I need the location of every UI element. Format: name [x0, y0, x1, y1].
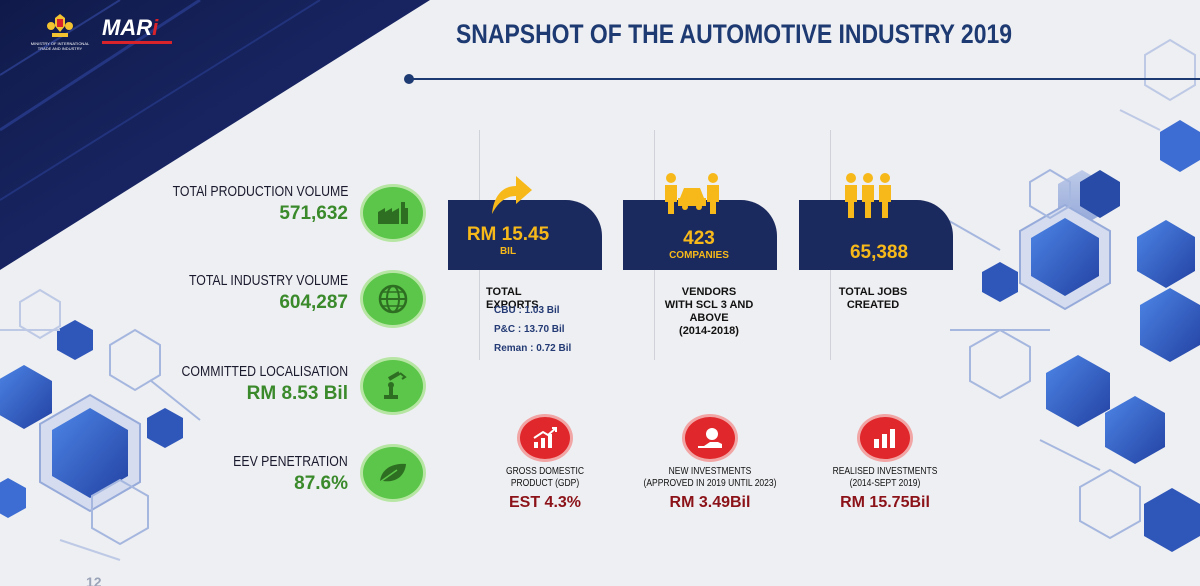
tile-total-exports: RM 15.45 BIL — [448, 200, 603, 270]
lower-caption-realised-investments: REALISED INVESTMENTS (2014-SEPT 2019) — [809, 466, 962, 490]
tile-value: 423 — [683, 228, 715, 249]
stat-eev-penetration: EEV PENETRATION 87.6% — [208, 453, 348, 495]
tile-caption-line: ABOVE — [689, 312, 729, 324]
logo-group: MINISTRY OF INTERNATIONAL TRADE AND INDU… — [30, 12, 190, 60]
stat-label: COMMITTED LOCALISATION — [181, 363, 348, 380]
stat-industry-volume: TOTAL INDUSTRY VOLUME 604,287 — [154, 272, 348, 314]
stat-committed-localisation: COMMITTED LOCALISATION RM 8.53 Bil — [145, 363, 348, 405]
lower-value-gdp: EST 4.3% — [508, 494, 582, 511]
ministry-logo: MINISTRY OF INTERNATIONAL TRADE AND INDU… — [30, 12, 90, 51]
mari-logo-stripe — [102, 41, 172, 44]
stat-production-volume: TOTAl PRODUCTION VOLUME 571,632 — [134, 183, 348, 225]
export-breakdown-reman: Reman : 0.72 Bil — [494, 343, 572, 354]
corner-banner — [0, 0, 430, 270]
bar-chart-icon — [857, 414, 913, 462]
export-breakdown-pc: P&C : 13.70 Bil — [494, 324, 565, 335]
tile-caption-line: (2014-2018) — [679, 325, 739, 337]
stat-label: TOTAL INDUSTRY VOLUME — [188, 272, 348, 289]
tile-shape — [799, 200, 953, 270]
tile-caption-line: TOTAL JOBS — [838, 286, 908, 298]
stat-value: 571,632 — [279, 203, 348, 224]
stat-value: RM 8.53 Bil — [246, 383, 348, 404]
lower-caption-line: GROSS DOMESTIC — [506, 466, 584, 477]
mari-logo: MARi — [102, 16, 172, 44]
stat-value: 604,287 — [279, 292, 348, 313]
money-hand-icon — [682, 414, 738, 462]
lower-caption-line: REALISED INVESTMENTS — [832, 466, 938, 477]
tile-jobs-created: 65,388 — [799, 200, 954, 270]
lower-caption-line: PRODUCT (GDP) — [510, 478, 580, 489]
mari-logo-word: MARi — [102, 15, 159, 40]
tile-caption-line: WITH SCL 3 AND — [664, 299, 754, 311]
robot-arm-icon — [360, 357, 426, 415]
factory-icon — [360, 184, 426, 242]
workers-icon — [845, 173, 891, 218]
tile-shape — [623, 200, 777, 270]
tile-caption-line: CREATED — [846, 299, 900, 311]
tile-caption: TOTAL EXPORTS — [486, 286, 539, 311]
export-breakdown-cbu: CBU : 1.03 Bil — [494, 305, 560, 316]
tile-value: 65,388 — [849, 242, 909, 263]
lower-caption-line: NEW INVESTMENTS — [668, 466, 752, 477]
lower-value-new-investments: RM 3.49Bil — [669, 494, 751, 511]
lower-caption-line: (2014-SEPT 2019) — [849, 478, 921, 489]
ministry-logo-text: MINISTRY OF INTERNATIONAL TRADE AND INDU… — [30, 41, 90, 51]
title-rule — [408, 78, 1200, 80]
lower-caption-gdp: GROSS DOMESTIC PRODUCT (GDP) — [469, 466, 622, 490]
growth-chart-icon — [517, 414, 573, 462]
arrow-up-icon — [492, 176, 532, 214]
lower-caption-line: (APPROVED IN 2019 UNTIL 2023) — [643, 478, 777, 489]
leaf-icon — [360, 444, 426, 502]
page-number: 12 — [86, 574, 102, 586]
lower-value-realised-investments: RM 15.75Bil — [840, 494, 930, 511]
coat-of-arms-icon — [47, 14, 73, 37]
tile-caption-line: VENDORS — [681, 286, 737, 298]
globe-icon — [360, 270, 426, 328]
tile-value: RM 15.45 — [466, 224, 550, 245]
tile-vendors: 423 COMPANIES — [623, 200, 778, 270]
stat-label: TOTAl PRODUCTION VOLUME — [172, 183, 348, 200]
page-title: SNAPSHOT OF THE AUTOMOTIVE INDUSTRY 2019 — [456, 19, 1012, 49]
stat-label: EEV PENETRATION — [233, 453, 348, 470]
tile-sub: COMPANIES — [669, 250, 729, 261]
stat-value: 87.6% — [294, 473, 348, 494]
tile-shape — [448, 200, 602, 270]
vendors-car-icon — [665, 173, 719, 214]
tile-sub: BIL — [499, 246, 517, 257]
lower-caption-new-investments: NEW INVESTMENTS (APPROVED IN 2019 UNTIL … — [634, 466, 787, 490]
